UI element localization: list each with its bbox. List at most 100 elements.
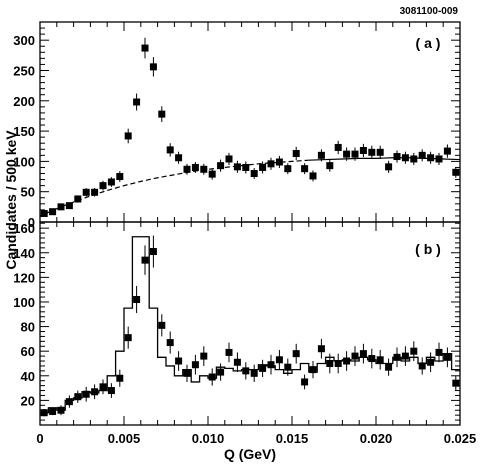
data-point xyxy=(401,352,409,360)
y-tick-label: 140 xyxy=(13,246,35,261)
data-point xyxy=(225,155,233,163)
y-tick-label: 20 xyxy=(21,393,35,408)
panel-b-histogram xyxy=(40,236,460,414)
x-tick-label: 0 xyxy=(36,431,43,446)
x-tick-label: 0.005 xyxy=(108,431,141,446)
data-point xyxy=(141,44,149,52)
data-point xyxy=(82,390,90,398)
y-tick-label: 160 xyxy=(13,221,35,236)
x-tick-label: 0.025 xyxy=(444,431,477,446)
data-point xyxy=(175,357,183,365)
data-point xyxy=(158,321,166,329)
data-point xyxy=(418,151,426,159)
y-tick-label: 300 xyxy=(13,33,35,48)
data-point xyxy=(124,334,132,342)
data-point xyxy=(309,366,317,374)
data-point xyxy=(435,155,443,163)
data-point xyxy=(57,406,65,414)
x-axis-title: Q (GeV) xyxy=(224,446,276,462)
data-point xyxy=(74,393,82,401)
figure-id: 3081100-009 xyxy=(400,6,459,17)
panel-a-points xyxy=(40,37,460,218)
panel-b-label: ( b ) xyxy=(415,241,441,257)
data-point xyxy=(183,369,191,377)
data-point xyxy=(326,359,334,367)
data-point xyxy=(116,374,124,382)
panel-b: ( b ) 0 0.005 0.010 0.015 0.020 0.025 20 40 60 80… xyxy=(13,221,476,446)
panel-a-fit-curve xyxy=(39,157,461,217)
data-point xyxy=(452,379,460,387)
data-point xyxy=(275,356,283,364)
data-point xyxy=(385,163,393,171)
y-tick-label: 100 xyxy=(13,154,35,169)
data-point xyxy=(57,203,65,211)
data-point xyxy=(49,208,57,216)
data-point xyxy=(40,409,48,417)
data-point xyxy=(259,163,267,171)
data-point xyxy=(175,154,183,162)
data-point xyxy=(183,165,191,173)
monte-carlo-histogram xyxy=(40,236,460,414)
x-tick-label: 0.020 xyxy=(360,431,393,446)
data-point xyxy=(49,407,57,415)
data-point xyxy=(401,154,409,162)
data-point xyxy=(351,352,359,360)
data-point xyxy=(250,369,258,377)
data-point xyxy=(359,350,367,358)
data-point xyxy=(242,367,250,375)
data-point xyxy=(82,188,90,196)
y-tick-label: 50 xyxy=(21,185,35,200)
data-point xyxy=(91,388,99,396)
data-point xyxy=(217,162,225,170)
data-point xyxy=(385,363,393,371)
panel-a: ( a ) 0 50 100 150 200 250 300 xyxy=(13,21,461,230)
data-point xyxy=(149,63,157,71)
panel-b-frame xyxy=(39,221,461,426)
y-tick-label: 250 xyxy=(13,63,35,78)
data-point xyxy=(149,248,157,256)
y-tick-label: 80 xyxy=(21,320,35,335)
data-point xyxy=(292,150,300,158)
data-point xyxy=(65,398,73,406)
data-point xyxy=(40,210,48,218)
data-point xyxy=(166,339,174,347)
data-point xyxy=(225,348,233,356)
data-point xyxy=(435,348,443,356)
x-tick-label: 0.015 xyxy=(276,431,309,446)
data-point xyxy=(351,150,359,158)
data-point xyxy=(326,162,334,170)
data-point xyxy=(301,378,309,386)
data-point xyxy=(208,170,216,178)
data-point xyxy=(107,387,115,395)
data-point xyxy=(410,347,418,355)
y-tick-label: 100 xyxy=(13,295,35,310)
data-point xyxy=(334,359,342,367)
data-point xyxy=(427,154,435,162)
data-point xyxy=(393,353,401,361)
data-point xyxy=(376,148,384,156)
data-point xyxy=(133,296,141,304)
data-point xyxy=(368,355,376,363)
data-point xyxy=(376,356,384,364)
data-point xyxy=(166,146,174,154)
data-point xyxy=(233,163,241,171)
data-point xyxy=(343,357,351,365)
data-point xyxy=(343,150,351,158)
data-point xyxy=(427,358,435,366)
data-point xyxy=(200,352,208,360)
y-tick-label: 60 xyxy=(21,344,35,359)
panel-b-ticks: 0 0.005 0.010 0.015 0.020 0.025 20 40 60 80 100 120… xyxy=(13,221,476,446)
data-point xyxy=(107,178,115,186)
data-point xyxy=(259,364,267,372)
data-point xyxy=(191,163,199,171)
data-point xyxy=(250,170,258,178)
data-point xyxy=(292,350,300,358)
data-point xyxy=(301,165,309,173)
data-point xyxy=(200,165,208,173)
fit-curve-dashed xyxy=(39,159,309,217)
data-point xyxy=(359,146,367,154)
data-point xyxy=(65,202,73,210)
data-point xyxy=(233,358,241,366)
data-point xyxy=(116,173,124,181)
